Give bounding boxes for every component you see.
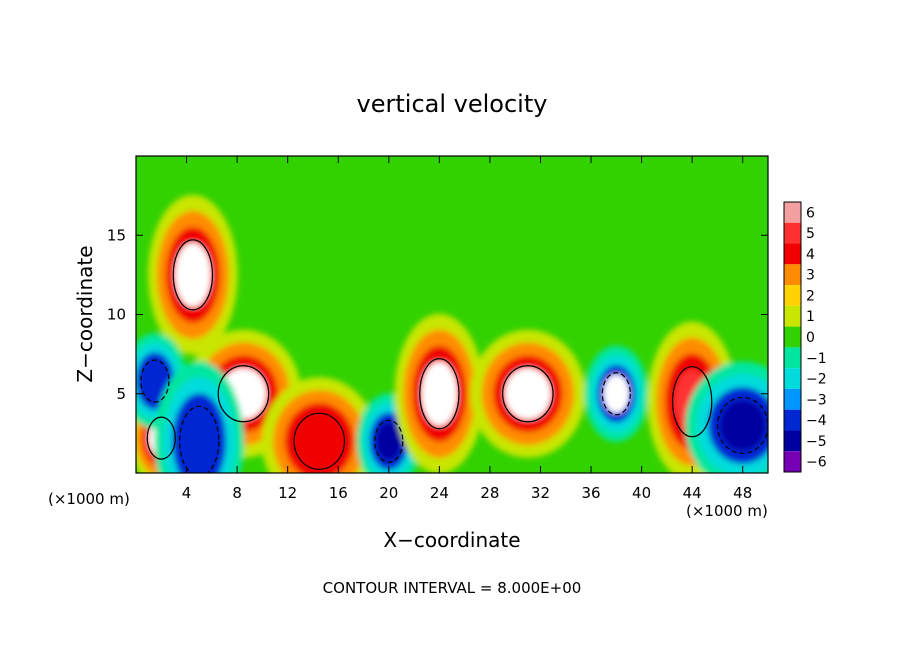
colorbar-label-2: 4 (806, 247, 815, 263)
colorbar-swatch-8 (784, 368, 801, 389)
colorbar-swatch-6 (784, 326, 801, 348)
colorbar-frame (783, 201, 802, 473)
contour-interval-note: CONTOUR INTERVAL = 8.000E+00 (323, 579, 582, 597)
field-feature-11-level-3 (719, 399, 766, 452)
y-tick-label-0: 5 (116, 385, 126, 403)
y-tick-label-1: 10 (107, 306, 126, 324)
y-tick-label-2: 15 (107, 226, 126, 244)
contour-line-6 (374, 419, 404, 463)
contour-line-7 (419, 358, 460, 430)
colorbar-swatch-9 (784, 388, 801, 410)
x-tick-label-3: 16 (329, 484, 348, 502)
x-unit-left: (×1000 m) (48, 490, 130, 508)
plot-field (136, 156, 768, 473)
colorbar-label-0: 6 (806, 205, 815, 221)
field-feature-6-level-3 (376, 422, 402, 461)
x-unit-right: (×1000 m) (686, 502, 768, 520)
colorbar-label-8: −2 (806, 372, 827, 388)
colorbar-label-4: 2 (806, 288, 815, 304)
field-feature-8-level-3 (504, 368, 551, 420)
colorbar-label-11: −5 (806, 434, 827, 450)
colorbar-label-10: −4 (806, 413, 827, 429)
field-feature-3-level-3 (142, 361, 168, 401)
contour-line-3 (140, 359, 170, 403)
contour-line-8 (502, 365, 554, 423)
colorbar-label-12: −6 (806, 455, 827, 471)
y-axis: 5 10 15 (107, 226, 768, 403)
x-tick-label-6: 28 (480, 484, 499, 502)
field-feature-1-level-3 (174, 242, 211, 307)
colorbar-swatch-10 (784, 409, 801, 431)
chart-title: vertical velocity (357, 90, 548, 118)
colorbar-swatch-12 (784, 451, 801, 472)
contour-line-9 (601, 372, 631, 416)
colorbar-swatch-4 (784, 285, 801, 306)
x-tick-label-7: 32 (531, 484, 550, 502)
x-axis: 4 8 12 16 20 24 28 32 36 40 44 48 (182, 156, 752, 502)
field-feature-5-level-3 (296, 415, 343, 467)
x-tick-label-10: 44 (683, 484, 702, 502)
colorbar-swatch-5 (784, 305, 801, 327)
colorbar-label-3: 3 (806, 268, 815, 284)
colorbar-swatch-1 (784, 222, 801, 244)
contour-line-0 (146, 416, 176, 460)
colorbar-swatch-2 (784, 243, 801, 265)
field-feature-9-level-3 (603, 374, 630, 413)
x-tick-label-11: 48 (733, 484, 752, 502)
colorbar: 6 5 4 3 2 1 0 −1 −2 −3 −4 −5 −6 (783, 201, 827, 473)
colorbar-swatch-11 (784, 430, 801, 452)
contour-line-4 (179, 405, 220, 473)
field-feature-7-level-3 (421, 361, 458, 426)
field-feature-4-level-3 (181, 409, 218, 473)
colorbar-label-9: −3 (806, 392, 827, 408)
colorbar-swatch-3 (784, 264, 801, 286)
x-tick-label-5: 24 (430, 484, 449, 502)
contour-line-2 (217, 365, 270, 423)
colorbar-swatch-7 (784, 347, 801, 369)
x-tick-label-9: 40 (632, 484, 651, 502)
colorbar-label-6: 0 (806, 330, 815, 346)
colorbar-label-7: −1 (806, 351, 827, 367)
contour-line-1 (172, 239, 214, 311)
y-axis-label: Z−coordinate (73, 245, 97, 382)
colorbar-swatch-0 (784, 202, 801, 223)
colorbar-label-1: 5 (806, 226, 815, 242)
contour-line-5 (293, 412, 346, 470)
x-tick-label-1: 8 (232, 484, 242, 502)
x-axis-label: X−coordinate (383, 528, 520, 552)
x-tick-label-4: 20 (379, 484, 398, 502)
colorbar-label-5: 1 (806, 309, 815, 325)
x-tick-label-8: 36 (581, 484, 600, 502)
x-tick-label-0: 4 (182, 484, 192, 502)
contour-line-10 (671, 366, 713, 438)
x-tick-label-2: 12 (278, 484, 297, 502)
